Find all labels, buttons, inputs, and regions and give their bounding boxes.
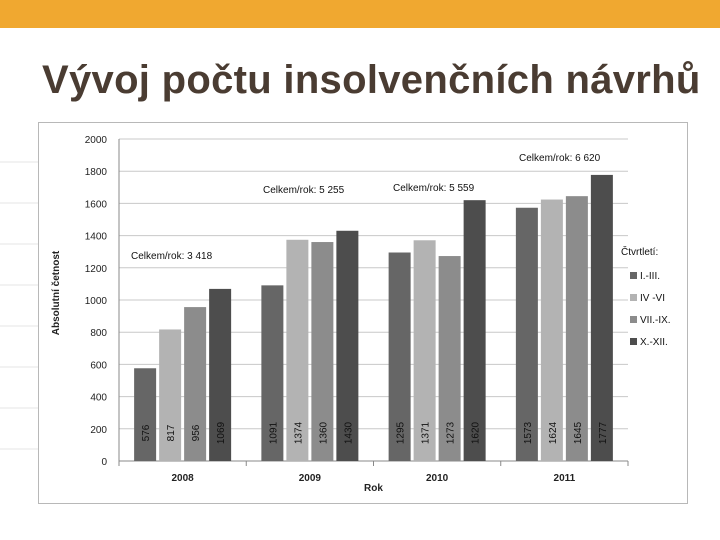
bar xyxy=(438,256,461,461)
bar-value-label: 1069 xyxy=(216,421,227,444)
bar-value-label: 1624 xyxy=(548,421,559,444)
bar-value-label: 1620 xyxy=(471,421,482,444)
bar xyxy=(336,230,359,461)
bar xyxy=(540,199,563,461)
bar-value-label: 1091 xyxy=(268,421,279,444)
total-annotation: Celkem/rok: 3 418 xyxy=(131,251,213,262)
bar-value-label: 1360 xyxy=(318,421,329,444)
legend-swatch xyxy=(630,338,637,345)
bar-value-label: 1573 xyxy=(523,421,534,444)
y-tick-label: 1600 xyxy=(85,199,108,210)
bar xyxy=(184,307,207,461)
bar xyxy=(286,239,309,461)
total-annotation: Celkem/rok: 5 255 xyxy=(263,185,345,196)
y-tick-label: 0 xyxy=(101,457,107,468)
bar-value-label: 1371 xyxy=(421,421,432,444)
bar-chart: 0 200 400 600 800 1000 1200 1400 1600 1800 2000 576… xyxy=(51,135,671,494)
legend-title: Čtvrtletí: xyxy=(621,245,658,258)
y-tick-label: 400 xyxy=(90,393,107,404)
y-tick-label: 1000 xyxy=(85,296,108,307)
bar-value-label: 1777 xyxy=(598,421,609,444)
legend-label: VII.-IX. xyxy=(640,315,671,326)
bar xyxy=(311,242,334,461)
bar xyxy=(463,200,486,461)
y-tick-label: 600 xyxy=(90,360,107,371)
y-tick-label: 2000 xyxy=(85,135,108,146)
total-annotation: Celkem/rok: 6 620 xyxy=(519,153,601,164)
bar xyxy=(413,240,436,461)
bar-value-label: 956 xyxy=(191,424,202,441)
bar-value-label: 1273 xyxy=(446,421,457,444)
bar-value-label: 1430 xyxy=(343,421,354,444)
slide-guide-lines xyxy=(0,161,38,450)
legend-swatch xyxy=(630,272,637,279)
bar xyxy=(590,174,613,461)
bar-value-label: 1645 xyxy=(573,421,584,444)
y-tick-label: 200 xyxy=(90,425,107,436)
page-title: Vývoj počtu insolvenčních návrhů xyxy=(42,58,701,102)
y-tick-label: 1800 xyxy=(85,167,108,178)
bar xyxy=(565,196,588,461)
x-axis-title: Rok xyxy=(364,483,383,494)
total-annotation: Celkem/rok: 5 559 xyxy=(393,183,475,194)
bar-value-label: 1295 xyxy=(396,421,407,444)
y-tick-label: 1200 xyxy=(85,264,108,275)
legend-label: X.-XII. xyxy=(640,337,668,348)
x-tick-label: 2011 xyxy=(554,473,576,484)
x-tick-label: 2009 xyxy=(299,473,322,484)
chart-frame: 0 200 400 600 800 1000 1200 1400 1600 1800 2000 576… xyxy=(38,122,688,504)
bar-value-label: 576 xyxy=(141,424,152,441)
bar xyxy=(261,285,284,461)
bar xyxy=(515,207,538,461)
bar xyxy=(209,288,232,461)
x-tick-label: 2008 xyxy=(172,473,195,484)
bar xyxy=(388,252,411,461)
y-tick-label: 1400 xyxy=(85,232,108,243)
x-tick-label: 2010 xyxy=(426,473,449,484)
legend-label: IV -VI xyxy=(640,293,665,304)
legend-label: I.-III. xyxy=(640,271,660,282)
bar xyxy=(134,368,157,461)
legend-swatch xyxy=(630,316,637,323)
top-accent-band xyxy=(0,0,720,28)
y-axis-title: Absolutní četnost xyxy=(51,250,62,335)
y-tick-label: 800 xyxy=(90,328,107,339)
legend-swatch xyxy=(630,294,637,301)
bar-value-label: 1374 xyxy=(293,421,304,444)
bar xyxy=(159,329,182,461)
bar-value-label: 817 xyxy=(166,424,177,441)
